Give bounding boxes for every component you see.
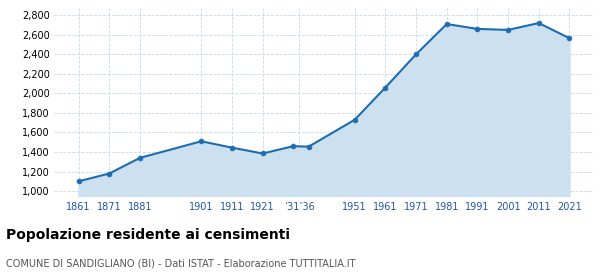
Text: COMUNE DI SANDIGLIANO (BI) - Dati ISTAT - Elaborazione TUTTITALIA.IT: COMUNE DI SANDIGLIANO (BI) - Dati ISTAT …	[6, 259, 355, 269]
Text: Popolazione residente ai censimenti: Popolazione residente ai censimenti	[6, 228, 290, 242]
